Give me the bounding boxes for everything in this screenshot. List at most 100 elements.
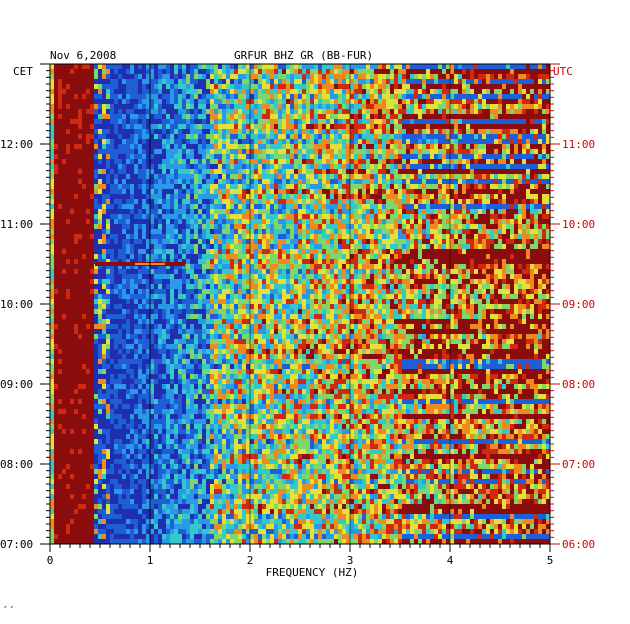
heatmap-cell [150,74,155,80]
heatmap-cell [398,149,403,155]
heatmap-cell [354,139,359,145]
heatmap-cell [526,164,531,170]
heatmap-cell [466,209,471,215]
heatmap-cell [54,144,59,150]
heatmap-cell [434,214,439,220]
heatmap-cell [306,244,311,250]
heatmap-cell [510,84,515,90]
heatmap-cell [294,244,299,250]
heatmap-cell [50,209,55,215]
heatmap-cell [266,124,271,130]
heatmap-cell [426,179,431,185]
heatmap-cell [314,179,319,185]
heatmap-cell [242,99,247,105]
heatmap-cell [102,179,107,185]
heatmap-cell [158,124,163,130]
heatmap-cell [138,104,143,110]
heatmap-cell [262,134,267,140]
heatmap-cell [290,124,295,130]
heatmap-cell [126,119,131,125]
heatmap-cell [142,129,147,135]
heatmap-cell [482,189,487,195]
heatmap-cell [490,199,495,205]
heatmap-cell [514,164,519,170]
heatmap-cell [266,214,271,220]
heatmap-cell [478,174,483,180]
heatmap-cell [518,79,523,85]
heatmap-cell [422,179,427,185]
heatmap-cell [222,204,227,210]
heatmap-cell [186,234,191,240]
heatmap-cell [530,189,535,195]
heatmap-cell [298,144,303,150]
heatmap-cell [430,144,435,150]
heatmap-cell [518,184,523,190]
heatmap-cell [410,84,415,90]
heatmap-cell [170,179,175,185]
heatmap-cell [262,94,267,100]
heatmap-cell [166,169,171,175]
heatmap-cell [170,249,175,255]
heatmap-cell [134,189,139,195]
heatmap-cell [350,244,355,250]
heatmap-cell [498,79,503,85]
heatmap-cell [54,114,59,120]
heatmap-cell [190,114,195,120]
heatmap-cell [514,89,519,95]
heatmap-cell [510,74,515,80]
heatmap-cell [130,89,135,95]
heatmap-cell [422,194,427,200]
heatmap-cell [414,94,419,100]
heatmap-cell [514,119,519,125]
heatmap-cell [486,74,491,80]
heatmap-cell [390,179,395,185]
heatmap-cell [82,89,87,95]
heatmap-cell [530,214,535,220]
heatmap-cell [70,254,75,260]
heatmap-cell [74,104,79,110]
heatmap-cell [246,64,251,70]
heatmap-cell [486,129,491,135]
heatmap-cell [522,239,527,245]
heatmap-cell [106,84,111,90]
heatmap-cell [306,214,311,220]
heatmap-cell [318,129,323,135]
heatmap-cell [398,229,403,235]
heatmap-cell [238,139,243,145]
heatmap-cell [434,244,439,250]
heatmap-cell [74,74,79,80]
heatmap-cell [214,79,219,85]
heatmap-cell [398,94,403,100]
heatmap-cell [222,199,227,205]
heatmap-cell [294,69,299,75]
heatmap-cell [494,124,499,130]
heatmap-cell [314,159,319,165]
heatmap-cell [86,219,91,225]
heatmap-cell [522,124,527,130]
heatmap-cell [398,259,403,265]
heatmap-cell [194,249,199,255]
heatmap-cell [362,64,367,70]
heatmap-cell [486,249,491,255]
heatmap-cell [426,144,431,150]
heatmap-cell [182,154,187,160]
heatmap-cell [510,139,515,145]
heatmap-cell [370,114,375,120]
heatmap-cell [294,79,299,85]
heatmap-cell [166,134,171,140]
heatmap-cell [542,249,547,255]
heatmap-cell [138,74,143,80]
heatmap-cell [286,179,291,185]
heatmap-cell [158,129,163,135]
heatmap-cell [538,239,543,245]
heatmap-cell [250,64,255,70]
heatmap-cell [210,94,215,100]
heatmap-cell [470,129,475,135]
heatmap-cell [134,224,139,230]
heatmap-cell [102,189,107,195]
heatmap-cell [394,104,399,110]
heatmap-cell [230,184,235,190]
heatmap-cell [274,209,279,215]
heatmap-cell [422,149,427,155]
heatmap-cell [506,239,511,245]
